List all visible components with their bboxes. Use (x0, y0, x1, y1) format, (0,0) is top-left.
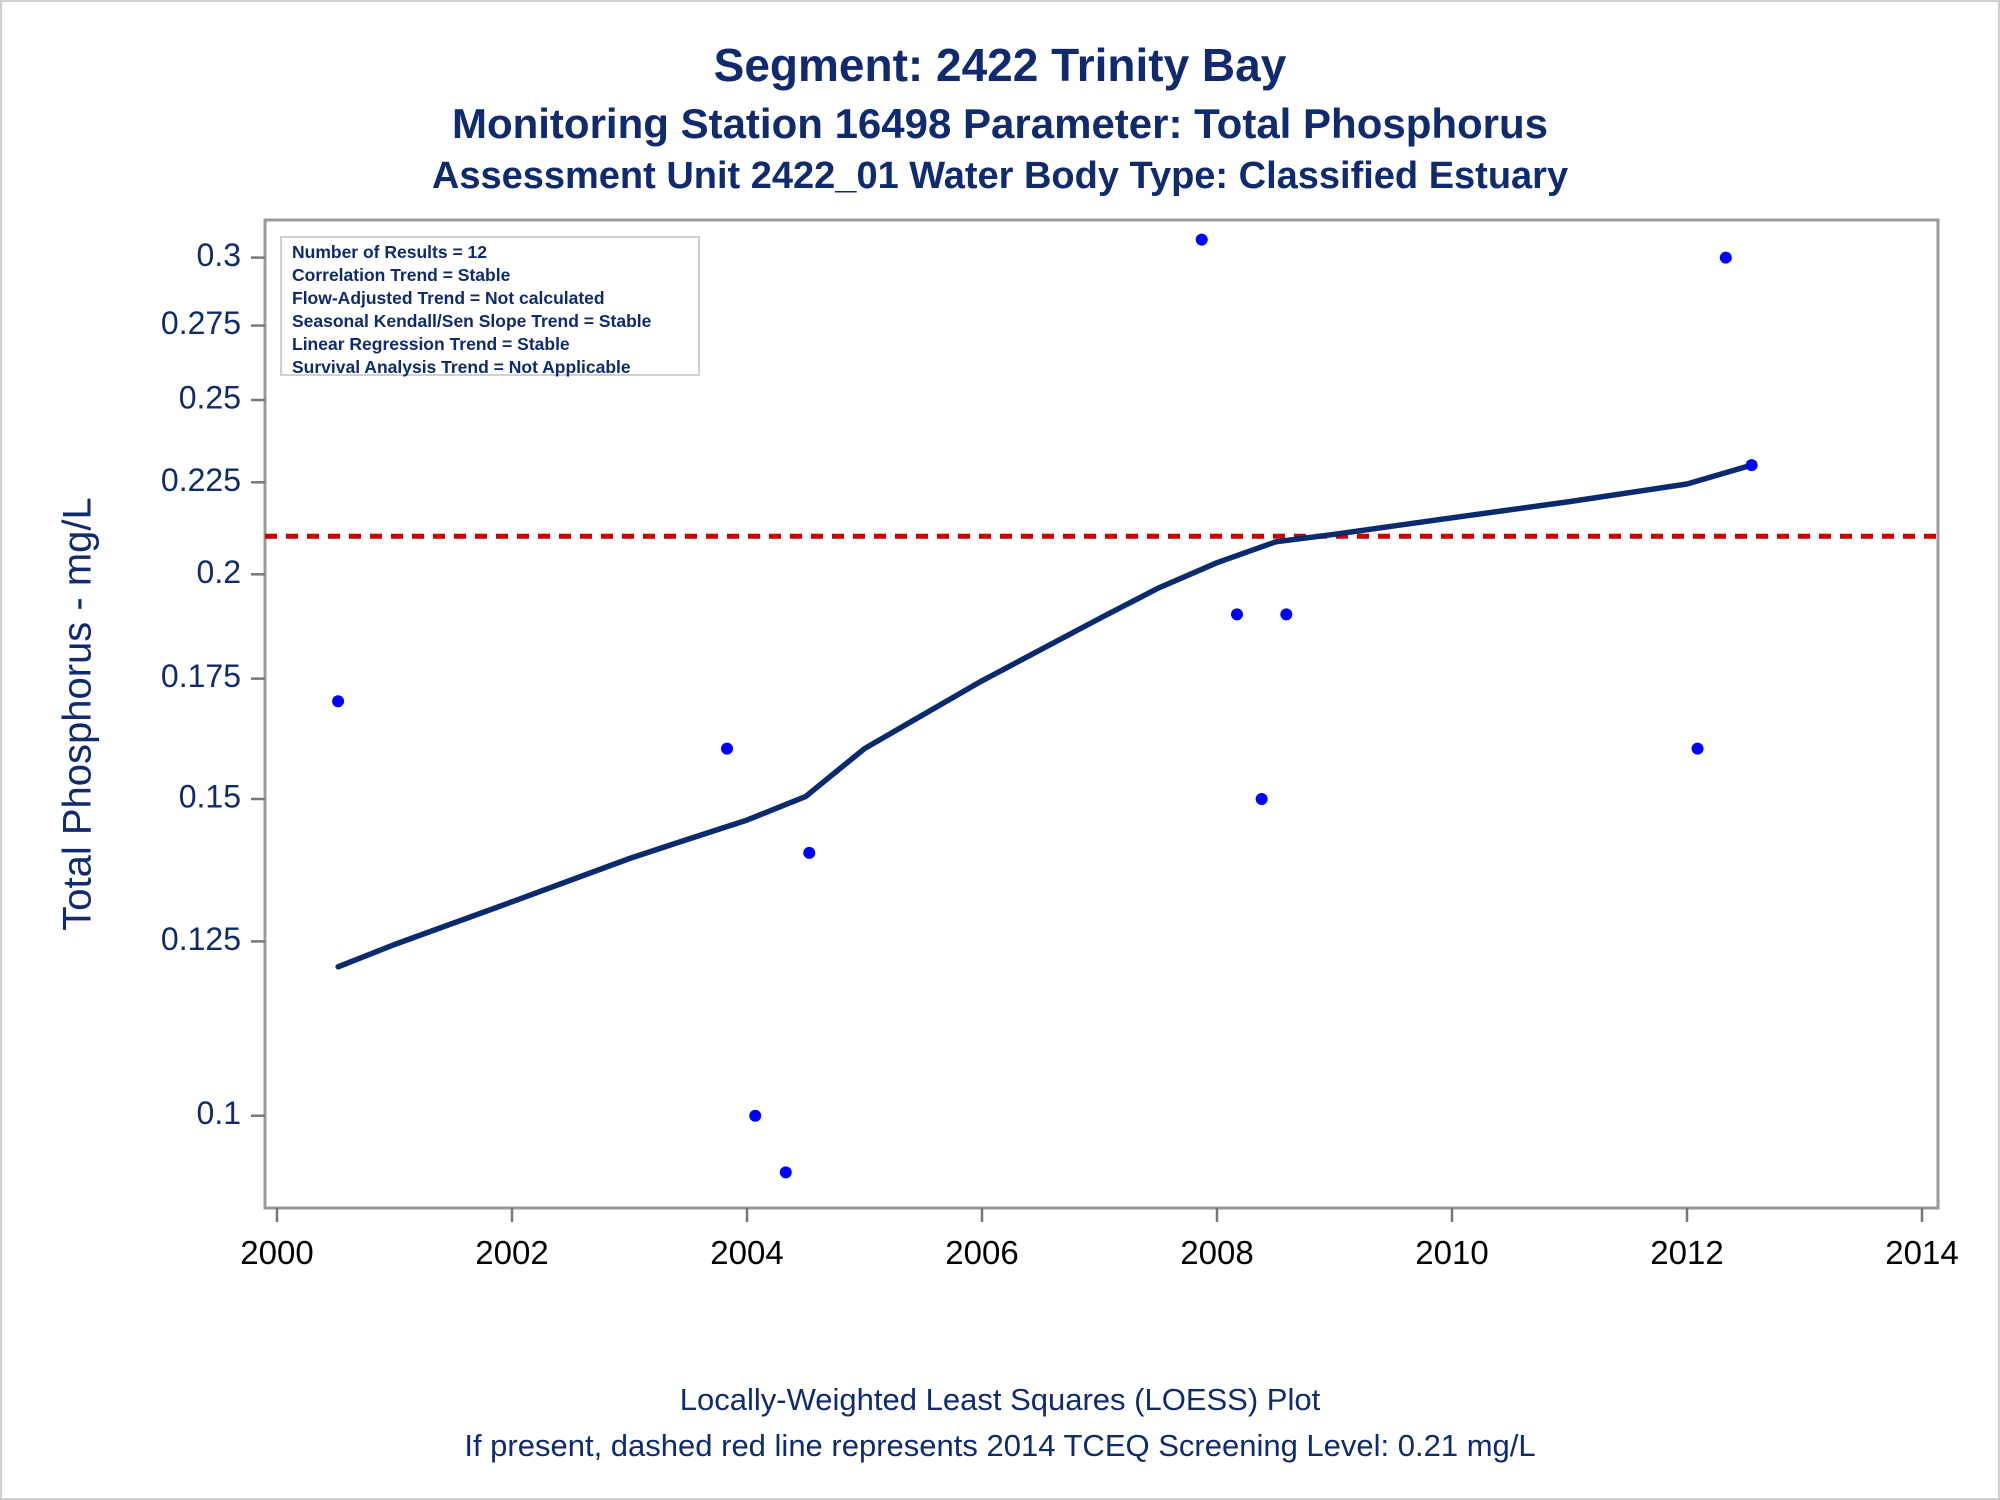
y-axis-label: Total Phosphorus - mg/L (56, 497, 100, 931)
y-tick-label: 0.25 (179, 379, 241, 415)
y-tick-label: 0.225 (161, 462, 241, 498)
y-tick-label: 0.175 (161, 658, 241, 694)
footer-method-note: Locally-Weighted Least Squares (LOESS) P… (679, 1382, 1321, 1417)
y-tick-label: 0.125 (161, 921, 241, 957)
y-tick-label: 0.1 (197, 1095, 241, 1131)
data-point (749, 1109, 762, 1122)
trend-stats-box: Number of Results = 12 Correlation Trend … (280, 236, 700, 377)
y-tick-label: 0.3 (197, 237, 241, 273)
x-tick-label: 2002 (475, 1234, 548, 1271)
stats-line: Flow-Adjusted Trend = Not calculated (292, 288, 605, 308)
x-tick-label: 2000 (240, 1234, 313, 1271)
stats-line: Survival Analysis Trend = Not Applicable (292, 357, 631, 377)
data-point (1230, 608, 1243, 621)
stats-line: Number of Results = 12 (292, 242, 487, 262)
data-point (721, 742, 734, 755)
data-point (332, 695, 345, 708)
y-tick-label: 0.15 (179, 778, 241, 814)
data-point (1719, 251, 1732, 264)
data-point (1745, 459, 1758, 472)
chart-subtitle-assessment: Assessment Unit 2422_01 Water Body Type:… (431, 155, 1569, 197)
chart-title: Segment: 2422 Trinity Bay (713, 39, 1287, 91)
data-point (779, 1166, 792, 1179)
stats-line: Seasonal Kendall/Sen Slope Trend = Stabl… (292, 311, 652, 331)
data-point (1691, 742, 1704, 755)
footer-screening-note: If present, dashed red line represents 2… (464, 1428, 1536, 1463)
stats-line: Correlation Trend = Stable (292, 265, 511, 285)
plot-area-frame (263, 218, 1940, 1210)
x-tick-label: 2008 (1180, 1234, 1253, 1271)
chart-subtitle-station: Monitoring Station 16498 Parameter: Tota… (451, 100, 1549, 147)
x-tick-label: 2010 (1415, 1234, 1488, 1271)
x-tick-label: 2014 (1885, 1234, 1958, 1271)
x-tick-label: 2006 (945, 1234, 1018, 1271)
data-point (1195, 233, 1208, 246)
x-tick-label: 2012 (1650, 1234, 1723, 1271)
x-tick-label: 2004 (710, 1234, 783, 1271)
data-point (803, 846, 816, 859)
loess-line (335, 462, 1755, 970)
data-point (1280, 608, 1293, 621)
y-tick-label: 0.275 (161, 305, 241, 341)
y-tick-label: 0.2 (197, 554, 241, 590)
data-point (1255, 793, 1268, 806)
stats-line: Linear Regression Trend = Stable (292, 334, 570, 354)
